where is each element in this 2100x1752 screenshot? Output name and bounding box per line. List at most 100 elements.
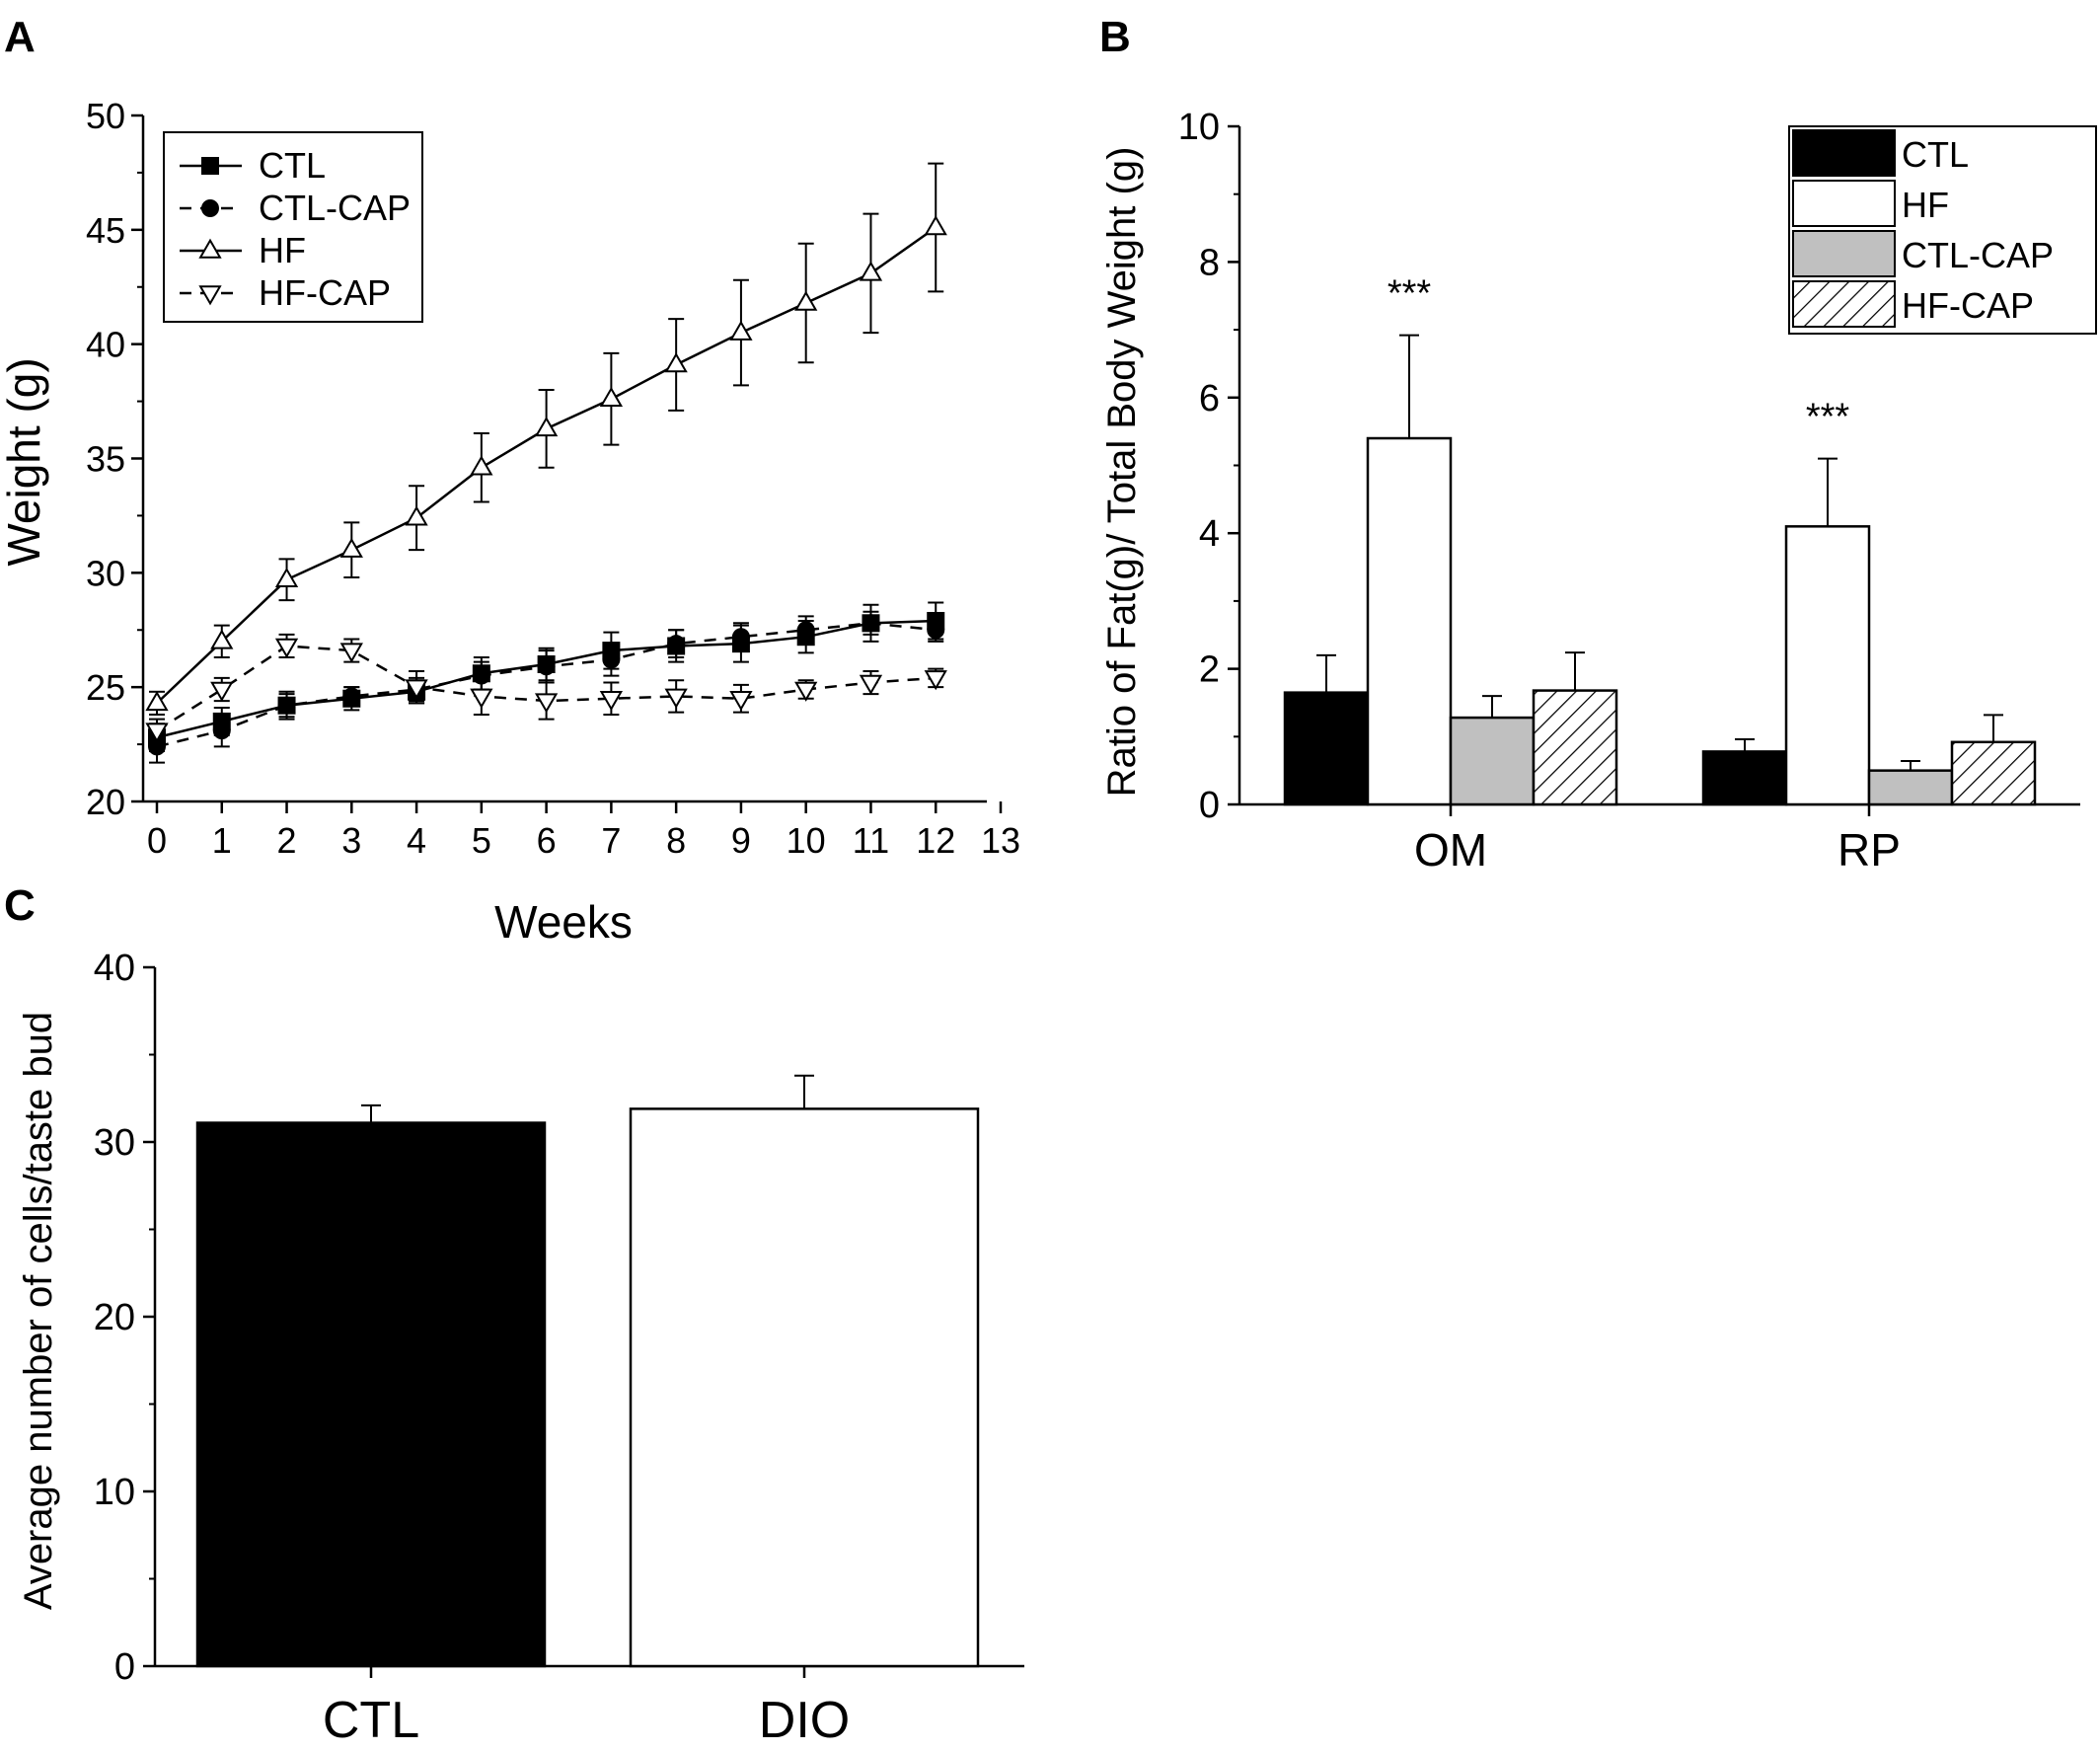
panel-b-letter: B [1099, 13, 1131, 61]
panel-b-legend-label-ctl-cap: CTL-CAP [1902, 235, 2054, 275]
panel-c-y-tick-label: 40 [94, 948, 135, 989]
panel-a-point-hf [599, 386, 624, 408]
panel-a-point-hf [405, 505, 428, 526]
panel-c-y-tick-label: 0 [114, 1646, 135, 1688]
panel-a-series-hf-cap [145, 633, 947, 743]
panel-a-point-hf [145, 691, 169, 712]
panel-a-y-tick-label: 25 [86, 667, 125, 708]
panel-a-point-hf-cap [534, 693, 559, 714]
panel-b-significance-stars: *** [1806, 397, 1850, 438]
panel-a-point-hf [470, 455, 493, 476]
panel-b-legend-swatch-hf-cap [1792, 280, 1896, 328]
panel-a-x-tick-label: 3 [341, 820, 361, 861]
panel-c-bars [195, 1074, 980, 1668]
panel-c-bar-chart: 0 10 20 30 40 CTL DIO Average number of cells/… [17, 948, 1024, 1749]
panel-a-x-tick-label: 2 [277, 820, 297, 861]
panel-a-point-ctl-cap [862, 614, 880, 633]
panel-b-bar-ctl [1701, 750, 1788, 806]
panel-a-point-ctl-cap [602, 650, 621, 669]
panel-a-point-ctl-cap [277, 696, 296, 715]
panel-b-y-tick-label: 10 [1178, 107, 1220, 148]
panel-b-ylabel: Ratio of Fat(g)/ Total Body Weight (g) [1100, 147, 1144, 798]
panel-a-point-hf-cap [794, 681, 818, 702]
panel-b-bar-ctl-cap [1867, 769, 1954, 806]
panel-a-point-hf [210, 629, 234, 649]
panel-b-category-label: RP [1838, 824, 1901, 876]
panel-a-point-hf [274, 567, 299, 588]
panel-a-x-tick-label: 0 [147, 820, 167, 861]
panel-a-point-hf-cap [729, 691, 753, 712]
panel-b-y-tick-label: 6 [1199, 378, 1220, 419]
panel-a-point-hf-cap [339, 643, 363, 663]
panel-a-xlabel: Weeks [494, 896, 633, 948]
panel-b-legend-swatch-ctl-cap [1792, 230, 1896, 277]
panel-a-x-tick-label: 1 [212, 820, 232, 861]
panel-a-point-hf-cap [210, 681, 234, 702]
panel-a-point-ctl-cap [731, 628, 750, 647]
panel-b-bar-ctl-cap [1449, 716, 1536, 806]
panel-a-x-tick-label: 10 [787, 820, 826, 861]
panel-a-x-tick-label: 6 [537, 820, 557, 861]
panel-a-point-hf [664, 352, 688, 373]
panel-a-legend-label-ctl: CTL [259, 145, 326, 186]
panel-b-axes: 0 2 4 6 8 10 OM RP [1178, 107, 2080, 876]
panel-b-legend-swatch-hf [1792, 180, 1896, 227]
panel-a-ylabel: Weight (g) [0, 357, 49, 566]
panel-b-bar-chart: 0 2 4 6 8 10 OM RP Ratio of Fat(g)/ Total Body … [1100, 107, 2097, 876]
panel-a-point-hf [339, 537, 363, 558]
panel-a-x-tick-label: 4 [407, 820, 426, 861]
panel-a-point-hf-cap [859, 674, 883, 695]
panel-c-letter: C [4, 881, 36, 930]
panel-a-y-tick-label: 40 [86, 325, 125, 365]
panel-b-bar-hf [1784, 525, 1871, 806]
panel-b-bars: *** *** [1283, 273, 2037, 806]
panel-b-y-tick-label: 0 [1199, 785, 1220, 826]
panel-c-ylabel: Average number of cells/taste bud [17, 1012, 60, 1610]
panel-a-point-hf-cap [924, 670, 947, 691]
panel-b-y-tick-label: 2 [1199, 649, 1220, 691]
panel-b-legend: CTL HF CTL-CAP HF-CAP [1788, 125, 2097, 335]
panel-a-x-tick-label: 5 [472, 820, 491, 861]
panel-a-point-hf-cap [599, 691, 624, 712]
panel-a-x-tick-label: 9 [731, 820, 751, 861]
panel-a-point-hf [729, 320, 753, 341]
panel-a-series [145, 162, 947, 764]
panel-a-point-ctl-cap [537, 657, 556, 676]
panel-a-point-ctl-cap [212, 722, 231, 740]
panel-a-y-tick-label: 45 [86, 210, 125, 251]
panel-b-legend-label-hf: HF [1902, 185, 1949, 225]
panel-a-point-hf-cap [664, 688, 688, 709]
panel-b-significance-stars: *** [1388, 273, 1432, 315]
panel-a-legend-marker-hf-cap [198, 285, 222, 306]
panel-c-bar-dio [629, 1107, 980, 1668]
panel-b-bar-hf-cap [1950, 740, 2037, 806]
panel-a-point-hf-cap [145, 723, 169, 743]
panel-a-x-tick-label: 7 [601, 820, 621, 861]
panel-b-bar-hf-cap [1532, 689, 1618, 806]
panel-a-y-tick-label: 20 [86, 782, 125, 822]
panel-a-x-tick-label: 8 [666, 820, 686, 861]
panel-a-legend-label-hf: HF [259, 230, 306, 270]
panel-a-y-tick-label: 50 [86, 96, 125, 136]
panel-a-letter: A [4, 13, 36, 61]
panel-a-point-ctl-cap [472, 666, 490, 685]
panel-a-point-hf [534, 417, 559, 437]
panel-c-category-label: CTL [323, 1692, 419, 1749]
panel-a-point-ctl-cap [796, 621, 815, 640]
panel-a-point-ctl-cap [667, 635, 686, 653]
panel-a-point-hf-cap [274, 638, 299, 658]
panel-a-x-tick-label: 11 [853, 820, 889, 861]
panel-a-x-tick-label: 12 [916, 820, 955, 861]
panel-b-legend-label-hf-cap: HF-CAP [1902, 285, 2034, 326]
panel-c-y-tick-label: 30 [94, 1122, 135, 1164]
panel-b-bar-hf [1366, 436, 1453, 806]
panel-a-point-hf [859, 261, 883, 281]
panel-a-point-hf [924, 215, 947, 236]
panel-b-y-tick-label: 8 [1199, 242, 1220, 283]
panel-c-y-tick-label: 10 [94, 1472, 135, 1513]
panel-a-legend-marker-hf [198, 238, 222, 259]
